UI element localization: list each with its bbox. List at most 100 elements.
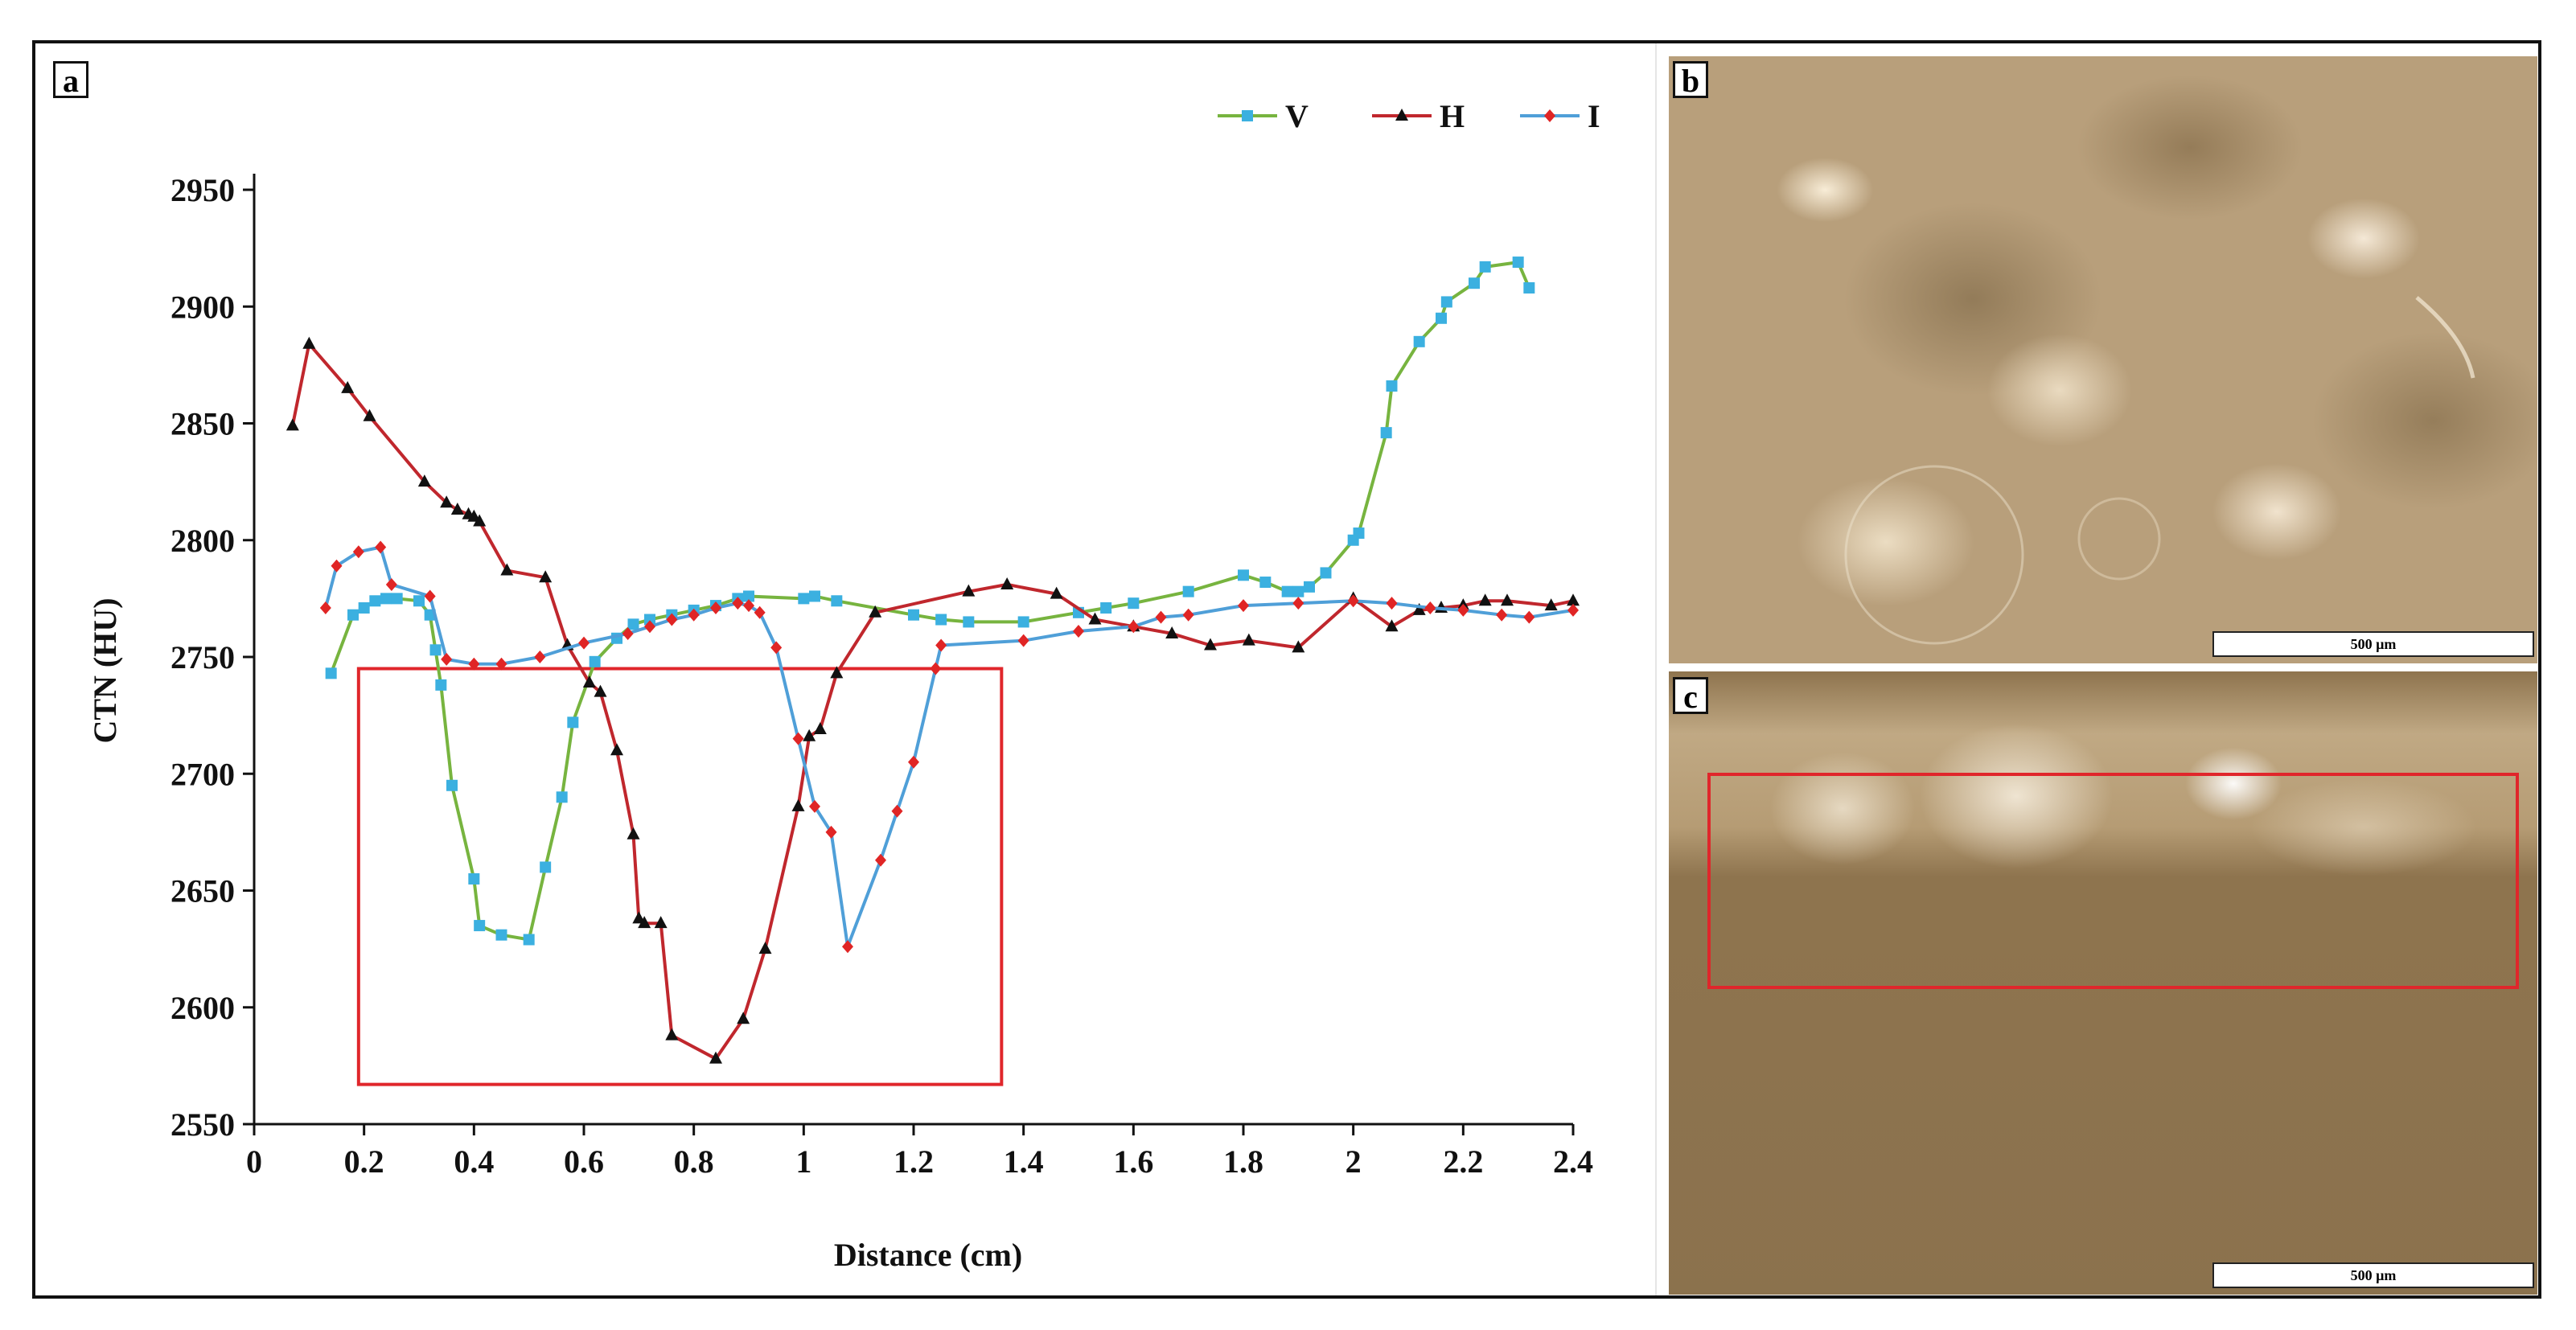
data-point-I xyxy=(468,657,480,671)
data-point-I xyxy=(441,652,453,666)
data-point-H xyxy=(302,336,316,349)
y-tick-label: 2900 xyxy=(171,289,235,325)
data-point-V xyxy=(1353,527,1365,540)
data-point-I xyxy=(1292,597,1304,610)
data-point-H xyxy=(1385,619,1399,632)
data-point-V xyxy=(474,920,486,932)
x-tick-label: 0 xyxy=(246,1143,262,1180)
data-point-V xyxy=(1304,581,1315,593)
data-point-I xyxy=(1182,608,1194,622)
data-point-V xyxy=(1320,567,1332,579)
data-point-V xyxy=(567,716,579,729)
data-point-H xyxy=(286,418,299,431)
panel-label-c: c xyxy=(1673,677,1708,715)
axes-group: 2550 2600 2650 2700 2750 2800 2850 2900 2950 0 0.2… xyxy=(171,172,1593,1180)
data-point-V xyxy=(523,934,535,946)
data-point-V xyxy=(1281,585,1293,597)
x-tick-label: 0.4 xyxy=(454,1143,494,1180)
data-point-I xyxy=(331,559,343,573)
data-point-I xyxy=(1424,601,1436,614)
data-point-I xyxy=(1017,634,1029,647)
x-tick-label: 0.6 xyxy=(564,1143,604,1180)
data-point-H xyxy=(539,570,553,583)
data-point-V xyxy=(380,593,392,605)
data-point-H xyxy=(363,408,376,421)
x-tick-label: 0.8 xyxy=(674,1143,714,1180)
data-point-I xyxy=(1238,599,1249,613)
data-point-V xyxy=(1469,277,1480,289)
micrograph-b: 500 µm xyxy=(1669,56,2537,663)
data-point-I xyxy=(385,577,397,591)
x-tick-label: 1.4 xyxy=(1004,1143,1044,1180)
legend-label-H: H xyxy=(1440,98,1465,134)
data-point-H xyxy=(1050,586,1063,599)
data-point-I xyxy=(770,641,783,655)
data-point-V xyxy=(831,595,843,607)
data-point-I xyxy=(1457,603,1469,617)
data-point-V xyxy=(1128,597,1140,610)
x-tick-label: 1.8 xyxy=(1223,1143,1263,1180)
scale-bar-c: 500 µm xyxy=(2212,1262,2534,1288)
data-point-H xyxy=(1567,593,1580,606)
micrograph-c-overlay xyxy=(1707,773,2519,989)
data-point-I xyxy=(891,804,903,818)
series-I xyxy=(319,540,1579,954)
data-point-V xyxy=(935,614,947,626)
data-point-I xyxy=(930,662,942,675)
x-tick-label: 2.4 xyxy=(1553,1143,1593,1180)
y-tick-label: 2800 xyxy=(171,523,235,559)
data-point-V xyxy=(644,614,655,626)
ctn-line-chart: 2550 2600 2650 2700 2750 2800 2850 2900 2950 0 0.2… xyxy=(87,98,1600,1273)
data-point-V xyxy=(1259,577,1272,589)
data-point-V xyxy=(809,590,820,602)
data-point-H xyxy=(654,916,668,929)
data-point-H xyxy=(869,605,882,618)
data-point-H xyxy=(1204,638,1217,651)
data-point-H xyxy=(737,1012,750,1024)
data-point-V xyxy=(1100,601,1112,614)
data-point-I xyxy=(375,540,387,554)
data-point-I xyxy=(1567,603,1579,617)
data-point-I xyxy=(1523,610,1535,624)
data-point-H xyxy=(440,495,454,508)
y-tick-label: 2950 xyxy=(171,172,235,208)
legend-marker-I xyxy=(1544,109,1555,122)
data-point-H xyxy=(813,722,827,735)
data-point-V xyxy=(589,655,601,667)
legend-label-V: V xyxy=(1285,98,1309,134)
data-point-V xyxy=(325,667,337,679)
panel-label-a: a xyxy=(53,61,88,99)
data-point-V xyxy=(1523,282,1535,294)
data-point-V xyxy=(1017,616,1029,628)
micrograph-c-highlight-box xyxy=(1707,773,2519,989)
x-axis-label: Distance (cm) xyxy=(834,1237,1022,1273)
data-point-I xyxy=(352,545,364,559)
y-tick-label: 2650 xyxy=(171,873,235,909)
data-point-I xyxy=(534,651,546,663)
data-point-I xyxy=(666,613,678,626)
data-point-I xyxy=(875,853,886,867)
data-point-I xyxy=(644,620,655,634)
panel-divider xyxy=(1655,43,1657,1295)
data-point-I xyxy=(1155,610,1167,624)
data-point-V xyxy=(1182,585,1194,597)
panel-label-b: b xyxy=(1673,61,1708,99)
y-tick-label: 2750 xyxy=(171,639,235,675)
data-point-I xyxy=(1128,620,1140,634)
data-point-V xyxy=(391,593,403,605)
data-point-H xyxy=(1501,593,1514,606)
data-point-H xyxy=(417,474,431,487)
data-point-V xyxy=(1380,427,1392,439)
data-point-V xyxy=(446,779,458,791)
data-point-H xyxy=(1292,640,1305,653)
data-point-H xyxy=(500,563,514,576)
data-point-V xyxy=(1292,585,1304,597)
data-point-I xyxy=(495,657,507,671)
data-point-H xyxy=(1088,612,1102,625)
x-tick-label: 1.6 xyxy=(1113,1143,1153,1180)
data-point-V xyxy=(627,618,639,630)
data-point-H xyxy=(610,743,623,756)
data-point-H xyxy=(1000,577,1014,589)
x-tick-label: 2 xyxy=(1346,1143,1362,1180)
